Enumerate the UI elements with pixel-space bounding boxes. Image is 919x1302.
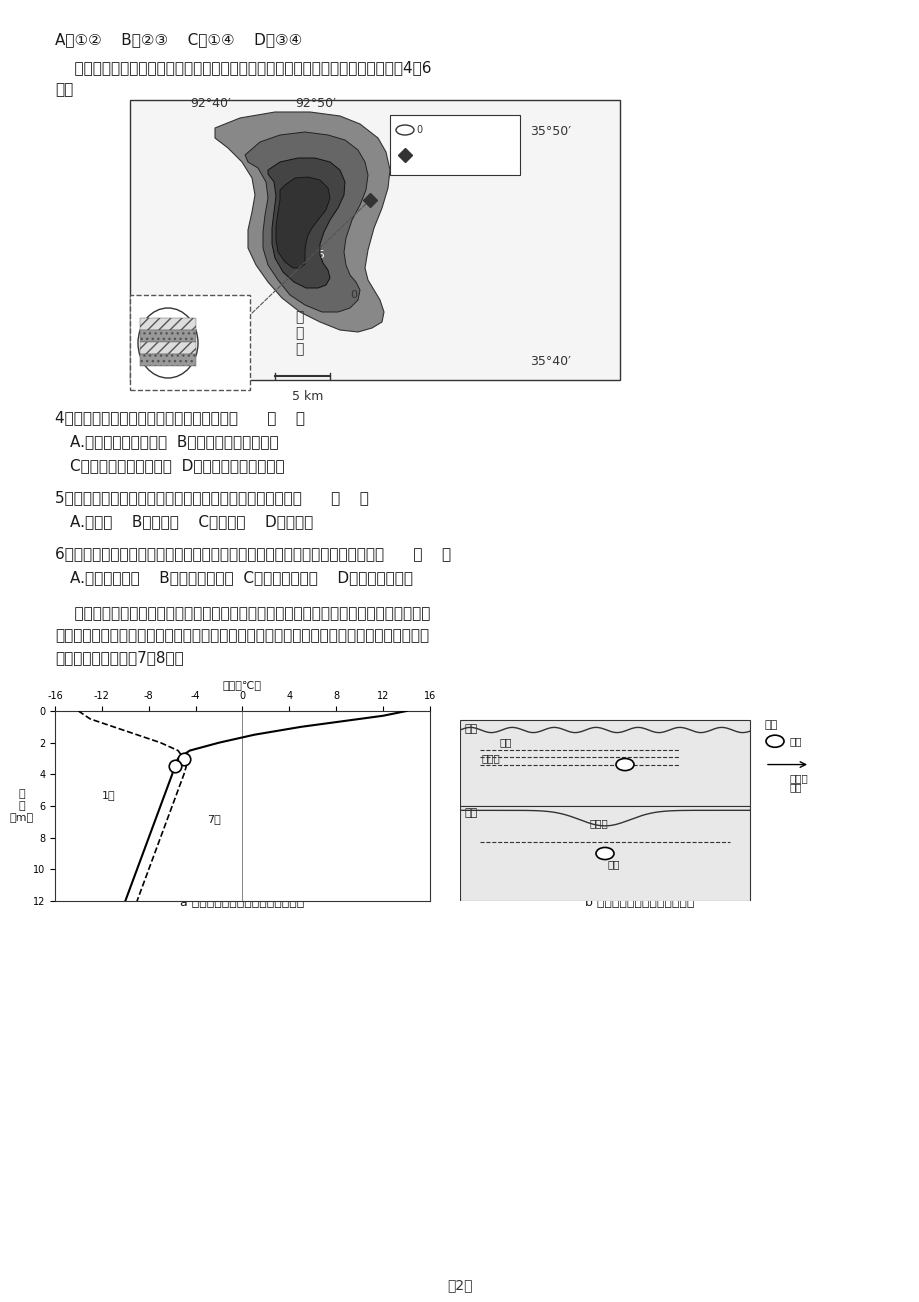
Polygon shape bbox=[267, 158, 345, 288]
Text: 夏季消失，据此回答7～8题。: 夏季消失，据此回答7～8题。 bbox=[55, 650, 184, 665]
Text: 纹层取样点: 纹层取样点 bbox=[425, 150, 462, 163]
Text: 是指多年冻土区由土和地下水受冻胀作用形成的丘状地形，其中季节性冻胀丘每年冬季发生，: 是指多年冻土区由土和地下水受冻胀作用形成的丘状地形，其中季节性冻胀丘每年冬季发生… bbox=[55, 628, 428, 643]
Polygon shape bbox=[215, 112, 390, 332]
Text: 粗颗粒层: 粗颗粒层 bbox=[203, 359, 226, 368]
Bar bbox=[140, 354, 196, 366]
Bar bbox=[140, 342, 196, 354]
Text: 92°40′: 92°40′ bbox=[190, 98, 231, 109]
Text: 题。: 题。 bbox=[55, 82, 74, 98]
Text: 地下水: 地下水 bbox=[482, 753, 500, 763]
Polygon shape bbox=[244, 132, 368, 312]
Text: 30: 30 bbox=[296, 217, 310, 228]
Text: 35°40′: 35°40′ bbox=[529, 355, 571, 368]
Bar bbox=[140, 318, 196, 329]
Bar bbox=[130, 100, 619, 380]
Text: 管道: 管道 bbox=[789, 736, 801, 746]
Bar bbox=[460, 806, 749, 901]
Text: 等深线(m): 等深线(m) bbox=[425, 122, 469, 135]
Bar bbox=[460, 720, 749, 806]
Text: 下图为我国某湖泊示意图，其沉积物一年中由粗和细两层组成，据材料及图示完成4～6: 下图为我国某湖泊示意图，其沉积物一年中由粗和细两层组成，据材料及图示完成4～6 bbox=[55, 60, 431, 76]
Text: A．①②    B．②③    C．①④    D．③④: A．①② B．②③ C．①④ D．③④ bbox=[55, 33, 302, 47]
Text: 图例: 图例 bbox=[765, 720, 777, 729]
Text: 库: 库 bbox=[295, 342, 303, 355]
Text: 冬季: 冬季 bbox=[464, 807, 478, 818]
Text: 粗颗粒层: 粗颗粒层 bbox=[203, 335, 226, 345]
Bar bbox=[130, 296, 250, 391]
Text: 15: 15 bbox=[312, 250, 325, 260]
Text: 5．该湖湖滨湿地广布，其中规模最大的湖滨湿地位于湖泊的      （    ）: 5．该湖湖滨湿地广布，其中规模最大的湖滨湿地位于湖泊的 （ ） bbox=[55, 490, 369, 505]
Text: 冻土: 冻土 bbox=[607, 859, 619, 870]
Text: 6．湖泊沉积层是可还原古代气候环境，若湖底细颗粒层较厚，可推测该年比往年      （    ）: 6．湖泊沉积层是可还原古代气候环境，若湖底细颗粒层较厚，可推测该年比往年 （ ） bbox=[55, 546, 450, 561]
Text: 1月: 1月 bbox=[102, 790, 116, 801]
Ellipse shape bbox=[766, 736, 783, 747]
Text: －2－: －2－ bbox=[447, 1279, 472, 1292]
Y-axis label: 深
度
（m）: 深 度 （m） bbox=[10, 789, 34, 823]
Text: 地下水: 地下水 bbox=[789, 773, 808, 784]
Text: 赛: 赛 bbox=[295, 326, 303, 340]
Text: 细颗粒层: 细颗粒层 bbox=[203, 348, 226, 357]
Text: 冻胀丘: 冻胀丘 bbox=[589, 818, 608, 828]
Text: 中俄石油运输管道穿越了多年冻土区。多年冻土分为活动层和多年冻层上下两层。冻胀丘: 中俄石油运输管道穿越了多年冻土区。多年冻土分为活动层和多年冻层上下两层。冻胀丘 bbox=[55, 605, 430, 621]
Ellipse shape bbox=[596, 848, 613, 859]
Text: 5 km: 5 km bbox=[291, 391, 323, 404]
Text: C．流水作用、风力作用  D．风化作用、风力作用: C．流水作用、风力作用 D．风化作用、风力作用 bbox=[70, 458, 284, 473]
Bar bbox=[390, 115, 519, 174]
Text: 0: 0 bbox=[415, 125, 422, 135]
X-axis label: 地温（℃）: 地温（℃） bbox=[222, 681, 262, 690]
Text: 河: 河 bbox=[295, 310, 303, 324]
Text: A.西北部    B．东北部    C．东南部    D．西南部: A.西北部 B．东北部 C．东南部 D．西南部 bbox=[70, 514, 312, 529]
Text: a 漠大线加格达奇观测站地温变化图: a 漠大线加格达奇观测站地温变化图 bbox=[180, 896, 304, 909]
Text: 0: 0 bbox=[349, 290, 357, 299]
Text: 35°50′: 35°50′ bbox=[529, 125, 571, 138]
Text: A.冬季风力偏大    B．夏季气温偏高  C．夏季降水偏多    D．冬季光照较强: A.冬季风力偏大 B．夏季气温偏高 C．夏季降水偏多 D．冬季光照较强 bbox=[70, 570, 413, 585]
Ellipse shape bbox=[616, 759, 633, 771]
Text: b 季节性冻胀丘形成剖面示意图: b 季节性冻胀丘形成剖面示意图 bbox=[584, 896, 694, 909]
Text: 7月: 7月 bbox=[207, 814, 221, 824]
Text: A.冰川作用、风化作用  B．冰川作用、流水作用: A.冰川作用、风化作用 B．冰川作用、流水作用 bbox=[70, 434, 278, 449]
Bar bbox=[140, 329, 196, 342]
Text: 92°50′: 92°50′ bbox=[295, 98, 335, 109]
Text: 沼泽: 沼泽 bbox=[499, 737, 512, 747]
Polygon shape bbox=[276, 177, 330, 268]
Text: 4．形成该湖泊沉积物的主要外力作用可能是      （    ）: 4．形成该湖泊沉积物的主要外力作用可能是 （ ） bbox=[55, 410, 305, 424]
Text: 细颗粒层: 细颗粒层 bbox=[203, 323, 226, 333]
Text: 流向: 流向 bbox=[789, 781, 801, 792]
Text: 夏季: 夏季 bbox=[464, 724, 478, 734]
